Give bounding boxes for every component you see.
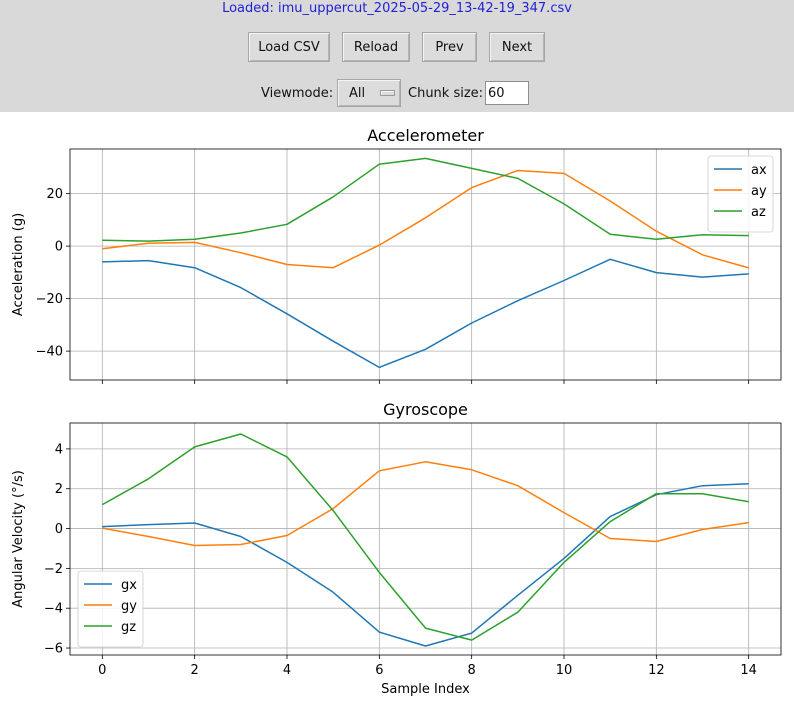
x-tick-label: 14 [740,663,757,678]
viewmode-label: Viewmode: [261,86,334,101]
y-axis-label: Angular Velocity (°/s) [11,470,26,608]
legend-label-ay: ay [751,184,767,199]
chart-title: Gyroscope [383,400,468,419]
reload-button[interactable]: Reload [342,32,410,62]
y-tick-label: 0 [55,522,63,537]
y-tick-label: 4 [55,442,63,457]
x-axis-label: Sample Index [381,682,470,697]
y-tick-label: 0 [55,240,63,255]
plot-frame [69,148,782,381]
series-line-az [102,157,749,242]
dropdown-indicator-icon [380,90,395,96]
series-line-ay [102,169,749,269]
y-tick-label: 2 [55,482,63,497]
series-line-gz [101,433,749,641]
legend-label-gy: gy [121,599,137,614]
y-tick-label: −2 [44,562,63,577]
legend: gx gy gz [77,570,144,648]
load-csv-button[interactable]: Load CSV [248,32,330,62]
legend-label-az: az [751,205,766,220]
x-tick-label: 10 [556,663,573,678]
y-tick-label: −20 [36,292,63,307]
y-tick-label: −4 [44,602,63,617]
y-tick-label: −40 [36,345,63,360]
gyroscope-chart: −6 −4 −2 0 2 4 0 2 4 6 8 10 12 14 Gyroscope Angular Vel… [11,400,782,697]
legend-label-gx: gx [121,578,137,593]
series-line-gy [102,461,749,547]
series-line-ax [102,258,749,369]
y-tick-label: 20 [46,187,63,202]
toolbar: Loaded: imu_uppercut_2025-05-29_13-42-19… [0,0,794,112]
x-tick-label: 0 [98,663,106,678]
prev-button[interactable]: Prev [422,32,477,62]
legend: ax ay az [707,155,774,233]
x-tick-label: 6 [375,663,383,678]
chart-title: Accelerometer [367,126,484,145]
chunk-size-label: Chunk size: [408,86,484,101]
next-button[interactable]: Next [489,32,545,62]
x-tick-label: 2 [191,663,199,678]
accelerometer-chart: −40 −20 0 20 Accelerometer Acceleration (g) ax… [11,126,782,384]
legend-label-gz: gz [121,620,136,635]
y-axis-label: Acceleration (g) [11,213,26,316]
chunk-size-input[interactable] [485,81,529,105]
legend-box [707,155,774,233]
x-tick-label: 4 [283,663,291,678]
legend-box [77,570,144,648]
viewmode-value: All [349,86,366,101]
status-text: Loaded: imu_uppercut_2025-05-29_13-42-19… [222,1,572,16]
viewmode-select[interactable]: All [337,79,401,107]
series-line-gx [102,482,749,647]
legend-label-ax: ax [751,163,767,178]
x-tick-label: 8 [468,663,476,678]
plot-frame [69,422,782,656]
y-tick-label: −6 [44,642,63,657]
x-tick-label: 12 [648,663,665,678]
